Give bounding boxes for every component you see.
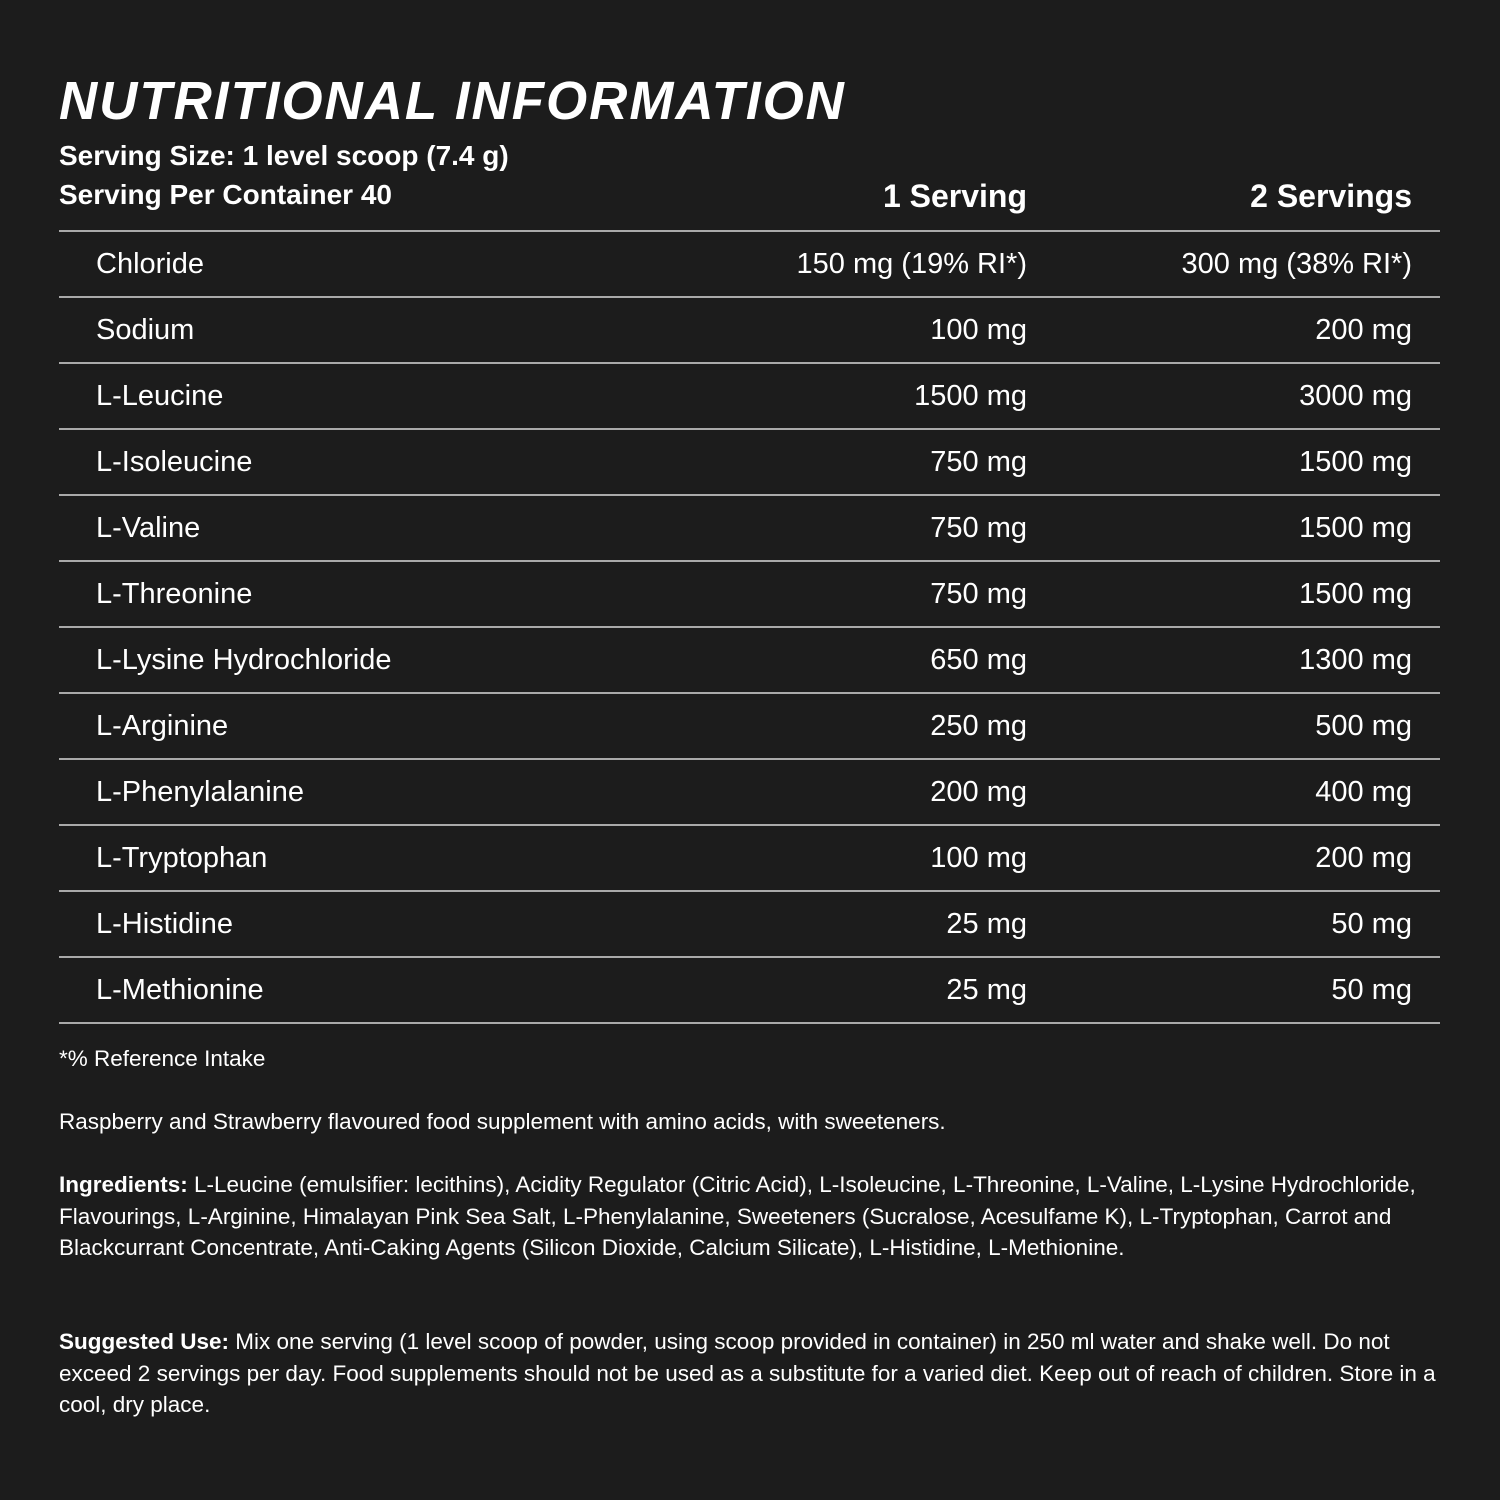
table-row: L-Tryptophan 100 mg 200 mg — [59, 826, 1440, 892]
nutrient-name: L-Histidine — [96, 908, 233, 940]
table-row: L-Threonine 750 mg 1500 mg — [59, 562, 1440, 628]
nutrient-name: L-Tryptophan — [96, 842, 268, 874]
serving-size: Serving Size: 1 level scoop (7.4 g) — [59, 140, 509, 171]
value-1-serving: 150 mg (19% RI*) — [796, 248, 1028, 280]
table-row: L-Valine 750 mg 1500 mg — [59, 496, 1440, 562]
value-1-serving: 1500 mg — [914, 380, 1027, 412]
column-header-2-servings: 2 Servings — [1250, 178, 1412, 214]
value-1-serving: 100 mg — [930, 842, 1027, 874]
ingredients-label: Ingredients: — [59, 1172, 188, 1197]
footnote: *% Reference Intake — [59, 1046, 266, 1071]
suggested-use-text: Mix one serving (1 level scoop of powder… — [59, 1329, 1436, 1417]
value-2-servings: 1500 mg — [1299, 446, 1412, 478]
nutrient-name: L-Lysine Hydrochloride — [96, 644, 392, 676]
value-2-servings: 3000 mg — [1299, 380, 1412, 412]
table-row: L-Lysine Hydrochloride 650 mg 1300 mg — [59, 628, 1440, 694]
table-row: Chloride 150 mg (19% RI*) 300 mg (38% RI*) — [59, 232, 1440, 298]
nutrient-name: L-Valine — [96, 512, 201, 544]
value-2-servings: 300 mg (38% RI*) — [1181, 248, 1413, 280]
nutrient-name: L-Phenylalanine — [96, 776, 304, 808]
table-row: L-Methionine 25 mg 50 mg — [59, 958, 1440, 1024]
value-2-servings: 400 mg — [1315, 776, 1412, 808]
nutrient-name: L-Methionine — [96, 974, 264, 1006]
table-row: L-Phenylalanine 200 mg 400 mg — [59, 760, 1440, 826]
value-1-serving: 650 mg — [930, 644, 1027, 676]
page-title: NUTRITIONAL INFORMATION — [59, 71, 846, 131]
value-2-servings: 1500 mg — [1299, 578, 1412, 610]
value-2-servings: 50 mg — [1331, 908, 1412, 940]
ingredients-text: L-Leucine (emulsifier: lecithins), Acidi… — [59, 1172, 1416, 1260]
nutrient-name: L-Arginine — [96, 710, 229, 742]
value-2-servings: 1300 mg — [1299, 644, 1412, 676]
table-row: L-Leucine 1500 mg 3000 mg — [59, 364, 1440, 430]
value-2-servings: 200 mg — [1315, 314, 1412, 346]
value-1-serving: 750 mg — [930, 578, 1027, 610]
nutrient-name: Chloride — [96, 248, 204, 280]
nutrient-name: L-Isoleucine — [96, 446, 253, 478]
table-row: L-Histidine 25 mg 50 mg — [59, 892, 1440, 958]
suggested-use-label: Suggested Use: — [59, 1329, 230, 1354]
value-2-servings: 50 mg — [1331, 974, 1412, 1006]
value-1-serving: 750 mg — [930, 446, 1027, 478]
nutrient-name: L-Threonine — [96, 578, 253, 610]
value-1-serving: 200 mg — [930, 776, 1027, 808]
description: Raspberry and Strawberry flavoured food … — [59, 1109, 946, 1134]
table-row: Sodium 100 mg 200 mg — [59, 298, 1440, 364]
value-1-serving: 25 mg — [946, 908, 1027, 940]
servings-per-container: Serving Per Container 40 — [59, 179, 393, 210]
value-1-serving: 25 mg — [946, 974, 1027, 1006]
value-1-serving: 100 mg — [930, 314, 1027, 346]
ingredients: Ingredients: L-Leucine (emulsifier: leci… — [59, 1169, 1449, 1264]
value-2-servings: 200 mg — [1315, 842, 1412, 874]
value-2-servings: 1500 mg — [1299, 512, 1412, 544]
value-1-serving: 750 mg — [930, 512, 1027, 544]
value-2-servings: 500 mg — [1315, 710, 1412, 742]
nutrition-table: Chloride 150 mg (19% RI*) 300 mg (38% RI*)… — [59, 230, 1440, 1024]
table-row: L-Arginine 250 mg 500 mg — [59, 694, 1440, 760]
nutrient-name: L-Leucine — [96, 380, 224, 412]
table-row: L-Isoleucine 750 mg 1500 mg — [59, 430, 1440, 496]
value-1-serving: 250 mg — [930, 710, 1027, 742]
column-header-1-serving: 1 Serving — [882, 178, 1027, 214]
nutrient-name: Sodium — [96, 314, 195, 346]
suggested-use: Suggested Use: Mix one serving (1 level … — [59, 1326, 1449, 1421]
